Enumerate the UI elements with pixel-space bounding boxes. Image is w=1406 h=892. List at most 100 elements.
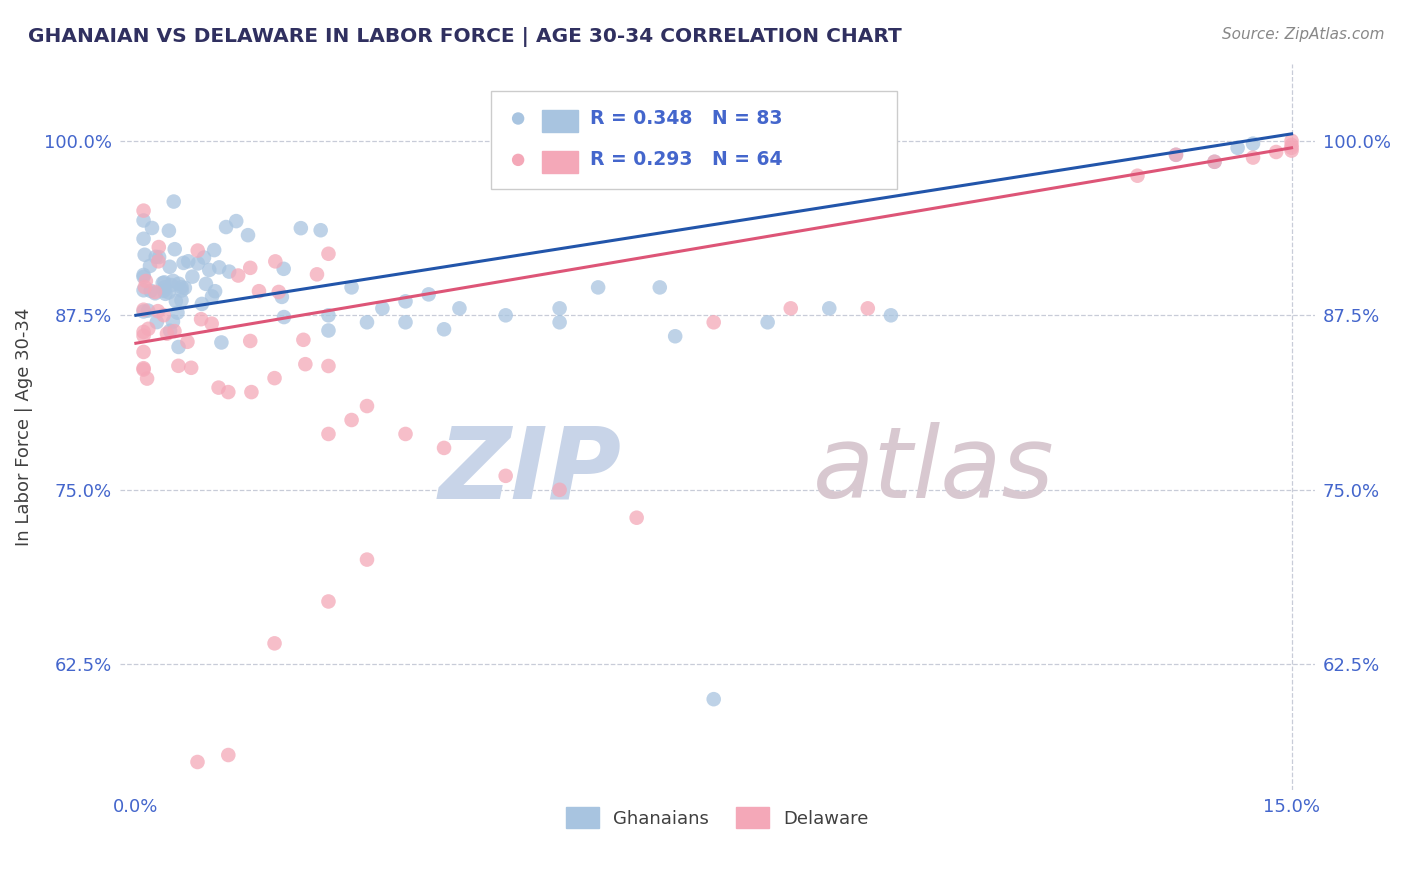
Point [134, 248, 156, 262]
Point [167, 359, 190, 373]
Point [648, 280, 671, 294]
Point [626, 510, 648, 524]
Point [1164, 148, 1187, 162]
Point [156, 326, 179, 341]
Point [132, 232, 155, 246]
Point [449, 301, 471, 316]
Point [818, 301, 841, 316]
Point [148, 250, 170, 264]
Point [247, 284, 270, 298]
Point [157, 285, 180, 300]
Point [132, 213, 155, 227]
Point [152, 308, 174, 322]
Point [318, 308, 340, 322]
Point [290, 221, 312, 235]
Point [190, 312, 212, 326]
Point [139, 284, 162, 298]
Point [132, 345, 155, 359]
Point [356, 552, 378, 566]
Point [163, 324, 186, 338]
Point [239, 260, 262, 275]
Point [309, 223, 332, 237]
Point [318, 594, 340, 608]
Point [1281, 138, 1303, 153]
Point [586, 280, 609, 294]
Point [194, 277, 217, 291]
Point [132, 304, 155, 318]
Point [340, 413, 363, 427]
Point [394, 427, 416, 442]
Point [180, 360, 202, 375]
Point [418, 287, 440, 301]
Point [201, 317, 224, 331]
Point [208, 260, 231, 275]
Point [177, 254, 200, 268]
Point [153, 284, 176, 298]
FancyBboxPatch shape [491, 91, 897, 189]
Point [148, 254, 170, 268]
Point [226, 268, 249, 283]
Text: R = 0.348   N = 83: R = 0.348 N = 83 [589, 109, 782, 128]
Point [132, 328, 155, 343]
Point [163, 242, 186, 256]
Point [664, 329, 686, 343]
Point [132, 269, 155, 284]
Point [202, 243, 225, 257]
Point [1265, 145, 1288, 159]
Point [159, 260, 181, 274]
Point [225, 214, 247, 228]
Point [132, 283, 155, 297]
Point [146, 315, 169, 329]
Point [318, 246, 340, 260]
Point [132, 362, 155, 376]
Point [136, 371, 159, 385]
Point [1164, 148, 1187, 162]
Point [148, 240, 170, 254]
Point [138, 322, 160, 336]
Point [703, 692, 725, 706]
Point [703, 315, 725, 329]
Point [356, 315, 378, 329]
Bar [541, 110, 578, 131]
Point [163, 194, 186, 209]
Point [779, 301, 801, 316]
Point [204, 284, 226, 298]
Point [880, 308, 903, 322]
Text: R = 0.293   N = 64: R = 0.293 N = 64 [589, 151, 782, 169]
Point [856, 301, 879, 316]
Point [394, 315, 416, 329]
Point [191, 297, 214, 311]
Point [165, 293, 187, 308]
Point [273, 261, 295, 276]
Point [340, 280, 363, 294]
Point [294, 357, 316, 371]
Text: GHANAIAN VS DELAWARE IN LABOR FORCE | AGE 30-34 CORRELATION CHART: GHANAIAN VS DELAWARE IN LABOR FORCE | AG… [28, 27, 901, 46]
Point [176, 334, 198, 349]
Point [548, 301, 571, 316]
Point [134, 280, 156, 294]
Point [548, 315, 571, 329]
Point [1281, 144, 1303, 158]
Point [170, 284, 193, 298]
Point [433, 322, 456, 336]
Point [263, 636, 285, 650]
Point [209, 335, 232, 350]
Point [135, 274, 157, 288]
Point [495, 308, 517, 322]
Point [264, 254, 287, 268]
Point [132, 325, 155, 339]
Point [152, 276, 174, 290]
Point [162, 315, 184, 329]
Point [495, 468, 517, 483]
Point [356, 399, 378, 413]
Point [157, 224, 180, 238]
Point [141, 221, 163, 235]
Point [187, 244, 209, 258]
Point [1226, 141, 1249, 155]
Point [159, 324, 181, 338]
Point [1204, 154, 1226, 169]
Point [1204, 154, 1226, 169]
Point [394, 294, 416, 309]
Point [292, 333, 315, 347]
Point [318, 359, 340, 373]
